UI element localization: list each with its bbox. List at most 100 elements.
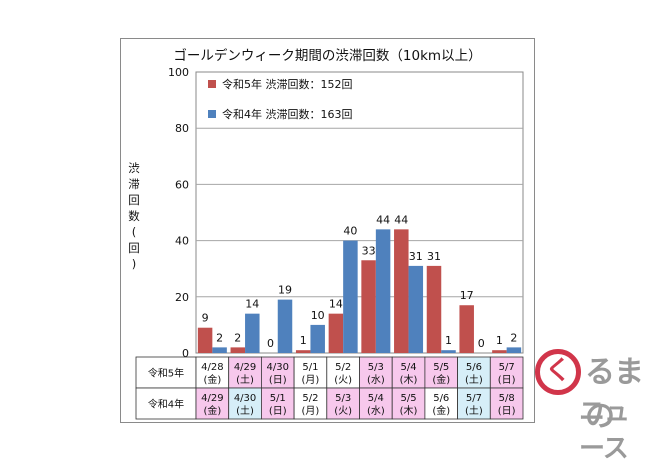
table-cell-date: 5/5	[401, 393, 417, 404]
y-axis-label-char: 渋	[128, 161, 140, 175]
y-tick-label: 0	[182, 347, 189, 360]
bar	[426, 265, 442, 353]
bar	[343, 240, 358, 353]
table-cell-weekday: (火)	[334, 374, 352, 386]
table-cell	[424, 356, 458, 389]
table-cell	[457, 356, 491, 389]
table-cell	[424, 387, 458, 420]
watermark-logo: く るまの ニュース	[535, 345, 650, 464]
data-label: 40	[343, 225, 357, 238]
data-label: 2	[216, 331, 223, 344]
watermark-text-line2: ニュース	[579, 397, 630, 464]
table-row-label: 令和5年	[148, 367, 184, 380]
table-cell-date: 5/3	[368, 362, 384, 373]
table-cell	[195, 356, 230, 389]
table-cell-date: 5/6	[466, 362, 482, 373]
table-cell-date: 5/7	[466, 393, 482, 404]
table-cell	[228, 387, 262, 420]
y-axis-label-char: 回	[128, 241, 140, 255]
bar	[328, 313, 344, 353]
table-cell-date: 4/28	[201, 362, 223, 373]
chart-title: ゴールデンウィーク期間の渋滞回数（10km以上）	[173, 48, 482, 64]
legend-swatch-r4	[208, 110, 216, 118]
y-tick-label: 60	[175, 178, 189, 191]
table-cell-date: 4/29	[201, 393, 223, 404]
plot-area	[195, 71, 524, 354]
bar	[459, 305, 474, 353]
bar	[408, 265, 424, 353]
table-cell-weekday: (水)	[367, 374, 385, 386]
y-axis-label-char: )	[131, 257, 137, 271]
table-cell	[391, 387, 426, 420]
legend: 令和5年 渋滞回数：152回 令和4年 渋滞回数：163回	[208, 74, 353, 134]
table-row-header	[135, 356, 197, 389]
legend-item-r4: 令和4年 渋滞回数：163回	[208, 104, 353, 124]
data-label: 17	[460, 289, 474, 302]
y-tick-label: 20	[175, 291, 189, 304]
bar	[230, 347, 246, 353]
table-cell-weekday: (金)	[203, 404, 221, 417]
data-label: 2	[510, 331, 517, 344]
table-cell-weekday: (日)	[498, 406, 516, 417]
table-cell-weekday: (日)	[269, 375, 287, 386]
table-cell-weekday: (土)	[465, 373, 483, 386]
data-label: 44	[394, 213, 408, 226]
table-cell-date: 5/3	[335, 393, 351, 404]
bar	[361, 260, 376, 353]
y-axis-label-char: 数	[128, 209, 140, 223]
data-label: 44	[376, 213, 390, 226]
y-tick-label: 100	[168, 66, 189, 79]
table-cell	[457, 387, 491, 420]
legend-label-r5: 令和5年 渋滞回数：152回	[222, 78, 353, 91]
data-label: 0	[478, 337, 485, 350]
table-cell-weekday: (金)	[203, 373, 221, 386]
table-cell	[260, 356, 295, 389]
bar	[492, 350, 507, 353]
bar	[197, 327, 213, 353]
legend-label-r4: 令和4年 渋滞回数：163回	[222, 108, 353, 121]
table-cell-weekday: (土)	[236, 373, 254, 386]
data-label: 1	[496, 334, 503, 347]
table-cell-date: 5/8	[499, 393, 515, 404]
table-cell-weekday: (火)	[334, 405, 352, 417]
data-label: 31	[409, 250, 423, 263]
table-cell-date: 5/5	[433, 362, 449, 373]
table-cell-weekday: (日)	[498, 375, 516, 386]
table-cell-date: 5/6	[433, 393, 449, 404]
data-label: 9	[202, 312, 209, 325]
table-cell	[359, 387, 393, 420]
legend-item-r5: 令和5年 渋滞回数：152回	[208, 74, 353, 94]
bar	[212, 347, 227, 353]
table-cell	[228, 356, 262, 389]
y-axis-label-char: (	[131, 225, 137, 239]
table-cell	[293, 387, 328, 420]
table-cell-date: 5/2	[335, 362, 351, 373]
bar	[310, 324, 325, 353]
watermark-text-line1: るまの	[585, 355, 644, 434]
table-cell	[326, 356, 360, 389]
table-cell-weekday: (土)	[236, 404, 254, 417]
table-cell-date: 4/29	[234, 362, 256, 373]
table-cell-date: 4/30	[234, 393, 256, 404]
table-cell-weekday: (金)	[432, 373, 450, 386]
data-label: 31	[427, 250, 441, 263]
watermark-badge: く	[535, 349, 581, 395]
data-label: 0	[267, 337, 274, 350]
table-cell-weekday: (日)	[269, 406, 287, 417]
data-label: 14	[245, 298, 259, 311]
bar	[441, 350, 456, 353]
table-row-header	[135, 387, 197, 420]
table-cell-date: 5/1	[302, 362, 318, 373]
table-cell-date: 5/4	[368, 393, 384, 404]
bar	[277, 299, 293, 353]
data-label: 10	[311, 309, 325, 322]
data-label: 33	[362, 244, 376, 257]
y-tick-label: 40	[175, 235, 189, 248]
data-label: 1	[300, 334, 307, 347]
y-axis-label: 渋滞回数(回)	[128, 160, 140, 272]
table-cell-weekday: (月)	[302, 374, 320, 386]
table-cell-date: 5/1	[270, 393, 286, 404]
table-cell-weekday: (木)	[400, 405, 418, 417]
data-label: 1	[445, 334, 452, 347]
